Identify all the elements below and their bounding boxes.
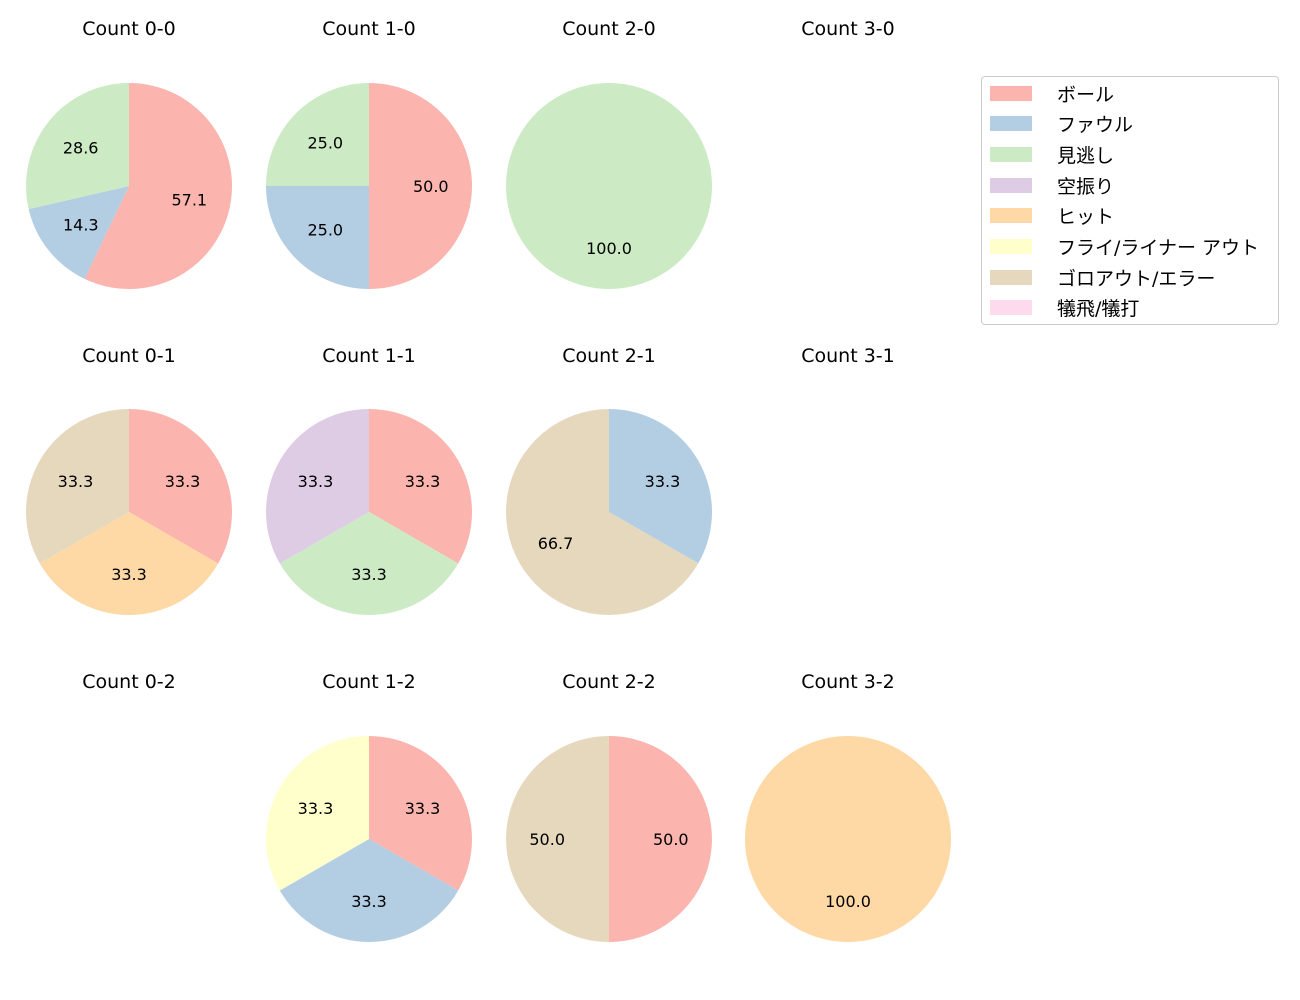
pie-chart: Count 1-2 33.3 33.3 33.3 xyxy=(266,671,472,942)
slice-value-label: 57.1 xyxy=(171,191,207,210)
pie-slice xyxy=(84,83,232,290)
legend-item: フライ/ライナー アウト xyxy=(990,237,1259,259)
pie-title: Count 0-1 xyxy=(82,345,176,367)
pie-chart: Count 2-2 50.0 50.0 xyxy=(506,671,712,942)
legend-label: ヒット xyxy=(1057,206,1115,229)
slice-value-label: 25.0 xyxy=(307,221,343,240)
legend-label: 見逃し xyxy=(1057,144,1115,167)
pie-slice xyxy=(266,736,369,891)
pie-slice xyxy=(609,409,712,564)
slice-value-label: 33.3 xyxy=(298,799,334,818)
pie-chart: Count 2-1 33.3 66.7 xyxy=(506,345,712,615)
pie-slice xyxy=(26,409,130,564)
legend-label: 空振り xyxy=(1057,175,1115,198)
slice-value-label: 33.3 xyxy=(405,799,441,818)
legend-label: ゴロアウト/エラー xyxy=(1057,267,1216,290)
slice-value-label: 100.0 xyxy=(586,239,632,258)
pie-slice xyxy=(369,409,472,564)
legend-swatch xyxy=(990,116,1032,132)
pie-title: Count 2-1 xyxy=(562,345,656,367)
pie-slice xyxy=(266,83,369,186)
legend-swatch xyxy=(990,146,1032,162)
pie-title: Count 3-2 xyxy=(801,671,895,693)
legend-item: ゴロアウト/エラー xyxy=(990,267,1215,290)
slice-value-label: 33.3 xyxy=(645,472,681,491)
slice-value-label: 33.3 xyxy=(351,565,387,584)
legend-swatch xyxy=(990,300,1032,316)
pie-chart: Count 0-2 xyxy=(82,671,176,693)
slice-value-label: 33.3 xyxy=(405,472,441,491)
legend-label: ファウル xyxy=(1057,114,1134,137)
legend-item: ファウル xyxy=(990,114,1133,136)
pie-slice xyxy=(506,409,699,615)
slice-value-label: 33.3 xyxy=(298,472,334,491)
pie-slice xyxy=(506,736,609,942)
slice-value-label: 33.3 xyxy=(58,472,94,491)
pie-chart: Count 3-0 xyxy=(801,18,895,40)
pie-title: Count 0-0 xyxy=(82,18,176,40)
slice-value-label: 28.6 xyxy=(63,139,99,158)
legend: ボールファウル見逃し空振りヒットフライ/ライナー アウト ゴロアウト/エラー 犠飛/… xyxy=(981,76,1279,325)
pie-slice xyxy=(25,83,129,210)
legend-swatch xyxy=(990,85,1032,101)
legend-item: 犠飛/犠打 xyxy=(990,298,1139,320)
pie-title: Count 1-0 xyxy=(322,18,416,40)
pie-title: Count 1-2 xyxy=(322,671,416,693)
pie-title: Count 1-1 xyxy=(322,345,416,367)
pie-chart: Count 1-1 33.3 33.3 33.3 xyxy=(266,345,472,615)
slice-value-label: 33.3 xyxy=(351,892,387,911)
slice-value-label: 25.0 xyxy=(307,133,343,152)
slice-value-label: 66.7 xyxy=(538,534,574,553)
slice-value-label: 33.3 xyxy=(165,472,201,491)
pie-slice xyxy=(609,736,712,942)
pie-slice xyxy=(28,186,129,279)
legend-label: フライ/ライナー アウト xyxy=(1057,237,1260,259)
pie-slice xyxy=(39,512,219,615)
slice-value-label: 33.3 xyxy=(111,565,147,584)
pie-slice xyxy=(129,409,232,564)
pie-title: Count 0-2 xyxy=(82,671,176,693)
legend-swatch xyxy=(990,208,1032,224)
pie-slice xyxy=(369,736,472,891)
pie-title: Count 3-0 xyxy=(801,18,895,40)
legend-label: ボール xyxy=(1057,83,1115,106)
slice-value-label: 50.0 xyxy=(413,177,449,196)
pie-chart: Count 3-2 100.0 xyxy=(745,671,951,942)
pie-chart: Count 0-1 33.3 33.3 33.3 xyxy=(26,345,232,615)
pie-slice xyxy=(266,409,369,564)
legend-item: 空振り xyxy=(990,175,1114,198)
slice-value-label: 14.3 xyxy=(63,216,99,235)
legend-item: ヒット xyxy=(990,206,1114,228)
pie-chart: Count 0-0 57.1 14.3 28.6 xyxy=(25,18,232,290)
legend-label: 犠飛/犠打 xyxy=(1057,298,1140,321)
pie-title: Count 2-0 xyxy=(562,18,656,40)
legend-item: 見逃し xyxy=(990,144,1114,167)
pie-chart: Count 2-0 100.0 xyxy=(506,18,712,289)
pie-slice xyxy=(369,83,472,289)
pie-slice xyxy=(745,736,951,942)
legend-swatch xyxy=(990,239,1032,254)
legend-swatch xyxy=(990,177,1032,193)
slice-value-label: 50.0 xyxy=(653,830,689,849)
legend-item: ボール xyxy=(990,83,1114,106)
pie-slice xyxy=(506,83,712,289)
pie-slice xyxy=(266,186,369,289)
pie-chart: Count 3-1 xyxy=(801,345,895,367)
pie-title: Count 3-1 xyxy=(801,345,895,367)
slice-value-label: 100.0 xyxy=(825,892,871,911)
legend-swatch xyxy=(990,269,1032,285)
slice-value-label: 50.0 xyxy=(529,830,565,849)
pie-chart: Count 1-0 50.0 25.0 25.0 xyxy=(266,18,472,289)
pie-title: Count 2-2 xyxy=(562,671,656,693)
